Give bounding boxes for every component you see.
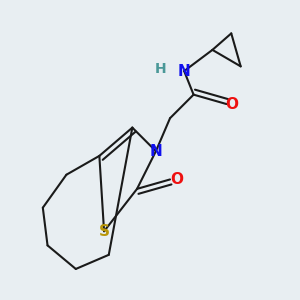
Text: H: H bbox=[155, 62, 167, 76]
Text: N: N bbox=[149, 144, 162, 159]
Text: O: O bbox=[225, 97, 238, 112]
Text: S: S bbox=[99, 224, 110, 239]
Text: O: O bbox=[171, 172, 184, 187]
Text: N: N bbox=[178, 64, 190, 79]
